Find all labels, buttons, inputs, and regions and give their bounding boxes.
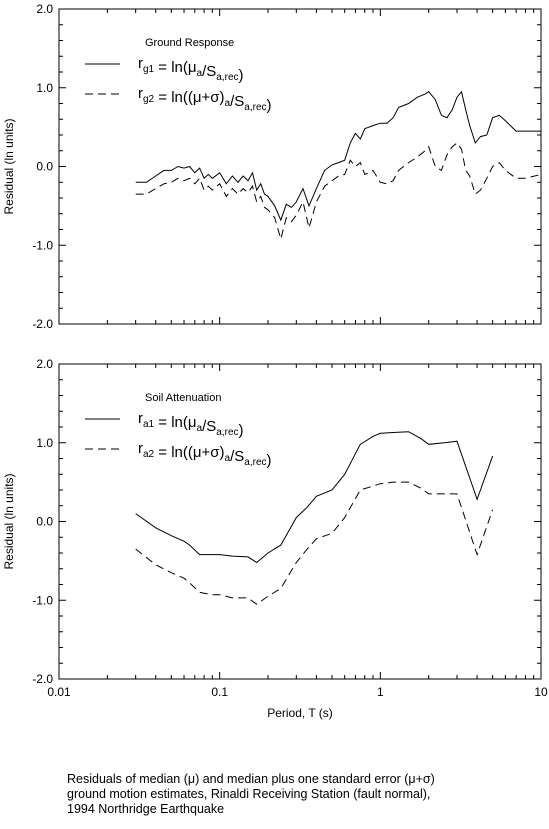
y-axis-label: Residual (ln units) [2,118,16,214]
caption-line-2: ground motion estimates, Rinaldi Receivi… [67,787,431,801]
y-tick-label: 1.0 [36,81,53,95]
series-line-1 [135,431,494,564]
legend-entry: ra1 = ln(μa/Sa,rec) [138,410,244,439]
y-tick-label: 0.0 [36,160,53,174]
legend-title: Ground Response [145,37,234,49]
y-tick-label: 2.0 [36,2,53,16]
y-axis-label: Residual (ln units) [2,473,16,569]
y-tick-label: 0.0 [36,515,53,529]
caption-line-1: Residuals of median (μ) and median plus … [67,772,435,786]
legend-entry: ra2 = ln((μ+σ)a/Sa,rec) [138,440,272,469]
y-tick-label: -1.0 [32,593,53,607]
series-line-2 [135,481,494,605]
plot-frame [58,8,542,325]
legend-title: Soil Attenuation [145,392,221,404]
y-tick-label: 2.0 [36,357,53,371]
figure-caption: Residuals of median (μ) and median plus … [67,772,537,817]
y-tick-label: 1.0 [36,436,53,450]
y-tick-label: -1.0 [32,238,53,252]
x-tick-label: 0.01 [47,685,71,699]
x-tick-label: 1 [377,685,384,699]
y-tick-label: -2.0 [32,672,53,686]
caption-line-3: 1994 Northridge Earthquake [67,802,225,816]
plot-frame [58,363,542,680]
ground-response-panel: 2.0 1.0 0.0 -1.0 -2.0 Residual (ln units) Grou… [2,2,542,331]
legend-entry: rg2 = ln((μ+σ)a/Sa,rec) [138,85,272,114]
series-line-2 [135,142,542,241]
series-line-1 [135,90,541,222]
y-tick-label: -2.0 [32,317,53,331]
x-tick-label: 10 [534,685,548,699]
x-axis-label: Period, T (s) [267,706,333,720]
x-tick-label: 0.1 [211,685,228,699]
soil-attenuation-panel: 2.0 1.0 0.0 -1.0 -2.00.01 0.1 1 10 Residual (ln … [2,357,548,720]
legend-entry: rg1 = ln(μa/Sa,rec) [138,55,244,84]
